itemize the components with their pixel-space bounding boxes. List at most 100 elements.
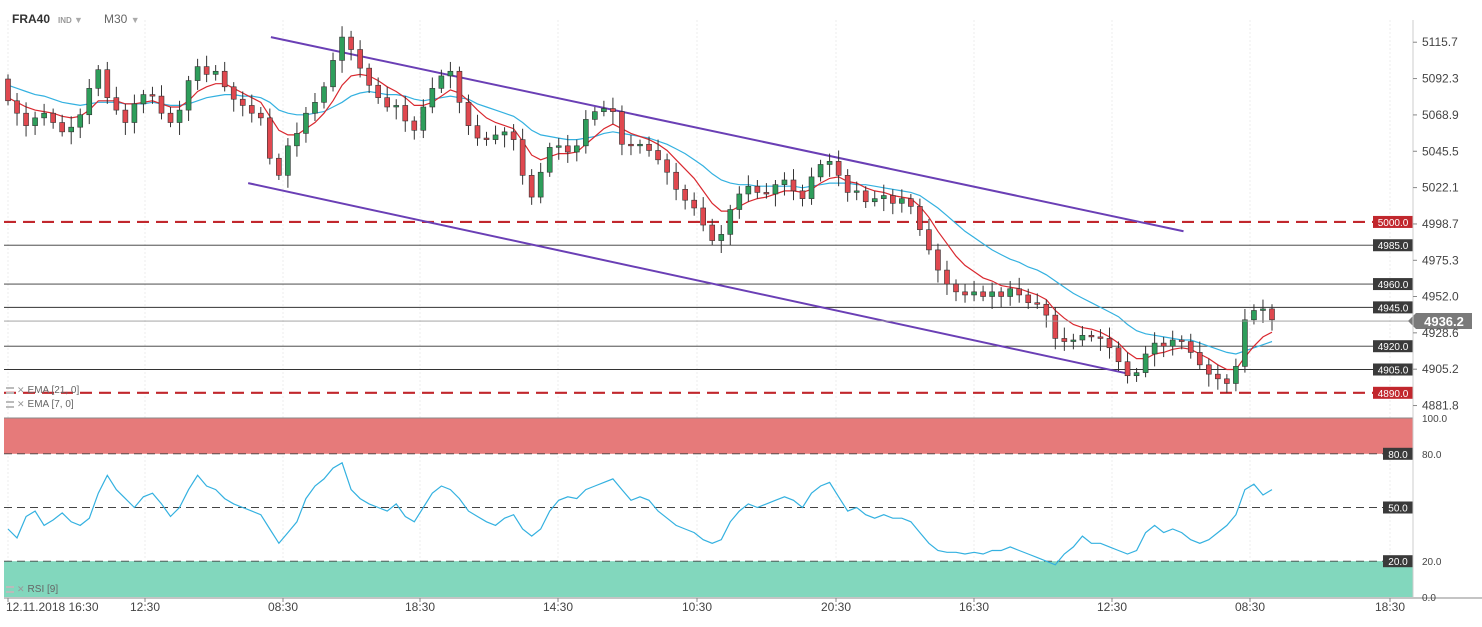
candle — [384, 86, 391, 112]
candle — [230, 82, 237, 112]
candle — [149, 86, 156, 104]
candle-body — [1061, 338, 1068, 342]
candle — [1196, 341, 1203, 370]
candle — [5, 74, 11, 106]
close-icon[interactable]: ✕ — [17, 399, 25, 409]
candle-body — [808, 176, 815, 199]
level-tag-text: 4960.0 — [1378, 280, 1409, 291]
level-tag-4890-0: 4890.0 — [1373, 386, 1413, 400]
candle-body — [754, 185, 761, 193]
candle-body — [1007, 288, 1013, 297]
current-price-tag: 4936.2 — [1408, 313, 1472, 330]
candle — [429, 77, 436, 114]
candle-body — [528, 175, 535, 198]
close-icon[interactable]: ✕ — [17, 385, 25, 395]
candle-body — [682, 189, 688, 201]
candle-body — [50, 112, 56, 123]
candle-body — [1124, 361, 1131, 377]
candle-body — [583, 119, 589, 147]
candle — [23, 102, 29, 137]
legend-rsi-label: RSI [9] — [27, 584, 59, 595]
x-tick-label: 12:30 — [130, 600, 160, 614]
x-tick-label: 14:30 — [543, 600, 573, 614]
candle-body — [926, 229, 932, 251]
candle-body — [375, 84, 381, 98]
candle-body — [998, 291, 1004, 297]
close-icon[interactable]: ✕ — [17, 584, 25, 594]
candle — [276, 153, 282, 180]
x-tick-label: 18:30 — [405, 600, 435, 614]
candle-body — [276, 157, 282, 176]
candle-body — [23, 112, 29, 126]
candle — [844, 169, 851, 202]
candle-body — [772, 184, 779, 195]
level-tag-text: 4985.0 — [1378, 241, 1409, 252]
instrument-type-label[interactable]: IND ▼ — [58, 15, 83, 25]
timeframe-selector[interactable]: M30 ▼ — [104, 12, 140, 26]
candle — [817, 159, 824, 182]
level-tag-bg — [1373, 386, 1413, 399]
legend-rsi[interactable]: ✕ RSI [9] — [6, 584, 58, 595]
price-tick-label: 4998.7 — [1422, 217, 1459, 231]
candle — [1097, 329, 1104, 351]
candle-body — [664, 159, 670, 173]
candle-body — [158, 95, 165, 114]
candle — [1224, 374, 1230, 393]
level-tag-text: 4890.0 — [1378, 389, 1409, 400]
level-tag-5000-0: 5000.0 — [1373, 215, 1413, 229]
candle — [68, 116, 74, 145]
candle — [131, 94, 138, 134]
legend-ema21[interactable]: ✕ EMA [21, 0] — [6, 385, 79, 396]
candle-body — [1269, 308, 1275, 321]
chevron-down-icon: ▼ — [130, 15, 140, 25]
candle-body — [113, 97, 120, 111]
symbol-label[interactable]: FRA40 — [12, 12, 51, 26]
rsi-level-tag-text: 50.0 — [1388, 504, 1408, 515]
candle-body — [303, 112, 309, 134]
candle-body — [420, 106, 427, 131]
x-tick-label: 12:30 — [1097, 600, 1127, 614]
candle — [339, 26, 345, 73]
candle-body — [176, 109, 183, 123]
candle-body — [411, 120, 418, 131]
candle-body — [763, 192, 770, 195]
candle — [375, 77, 381, 104]
candle — [483, 131, 490, 146]
candle-body — [41, 112, 47, 119]
candle — [989, 282, 995, 309]
candle — [176, 100, 183, 135]
candle-body — [745, 185, 752, 195]
candle — [700, 197, 707, 232]
candle — [908, 193, 914, 215]
candle — [1133, 367, 1140, 382]
candle-body — [691, 199, 697, 209]
legend-ema7-label: EMA [7, 0] — [27, 399, 74, 410]
candle — [980, 285, 986, 302]
candle-body — [321, 86, 327, 103]
candle-body — [1052, 314, 1059, 339]
candle-body — [194, 66, 201, 81]
candle — [32, 111, 38, 135]
drag-handle-icon[interactable] — [6, 401, 14, 408]
candle — [862, 186, 869, 208]
candle — [899, 189, 905, 213]
candle-body — [853, 190, 860, 193]
candle — [1061, 327, 1068, 351]
candle — [1016, 277, 1023, 303]
candle — [95, 65, 102, 97]
candle-body — [835, 161, 842, 176]
candle-body — [944, 269, 950, 285]
drag-handle-icon[interactable] — [6, 387, 14, 394]
rsi-tick-label: 0.0 — [1422, 593, 1436, 604]
candle — [772, 179, 779, 207]
candle-body — [1025, 294, 1032, 304]
candle-body — [1215, 373, 1221, 380]
candle — [637, 139, 643, 154]
drag-handle-icon[interactable] — [6, 586, 14, 593]
candle-body — [736, 193, 743, 210]
candle — [348, 30, 354, 61]
candle-body — [1115, 347, 1122, 363]
candle — [953, 279, 959, 302]
legend-ema7[interactable]: ✕ EMA [7, 0] — [6, 399, 74, 410]
candle — [212, 65, 219, 81]
